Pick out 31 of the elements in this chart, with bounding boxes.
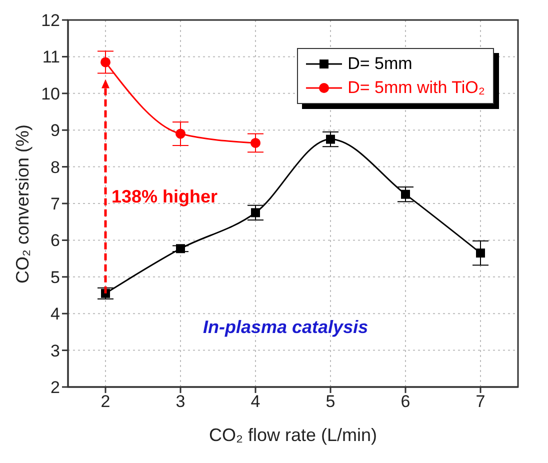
legend-label: D= 5mm [348, 53, 412, 75]
point [251, 208, 260, 218]
x-tick-label: 3 [176, 392, 186, 412]
x-tick-label: 7 [476, 392, 486, 412]
point [176, 244, 185, 254]
y-axis-title: CO₂ conversion (%) [12, 124, 32, 284]
y-tick-label: 9 [50, 121, 60, 140]
point [176, 128, 186, 139]
x-tick-label: 5 [326, 392, 336, 412]
y-tick-label: 6 [50, 231, 60, 250]
annotation: In-plasma catalysis [203, 317, 368, 338]
y-tick-label: 4 [50, 304, 60, 324]
y-tick-label: 5 [50, 268, 60, 287]
point [476, 248, 485, 258]
y-tick-label: 7 [50, 194, 60, 214]
x-tick-label: 6 [400, 392, 410, 412]
y-tick-label: 3 [50, 341, 60, 360]
annotation: 138% higher [112, 186, 218, 207]
x-tick-label: 4 [250, 392, 260, 412]
y-tick-label: 2 [50, 378, 60, 398]
x-axis-title: CO₂ flow rate (L/min) [208, 425, 378, 445]
point [250, 138, 260, 148]
point [401, 190, 410, 199]
y-tick-label: 10 [41, 84, 60, 104]
point [100, 57, 110, 68]
y-tick-label: 12 [41, 11, 60, 30]
x-tick-label: 2 [100, 392, 110, 412]
legend-label: D= 5mm with TiO₂ [348, 77, 485, 99]
y-tick-label: 11 [42, 48, 60, 67]
point [326, 134, 335, 144]
y-tick-label: 8 [50, 158, 60, 177]
